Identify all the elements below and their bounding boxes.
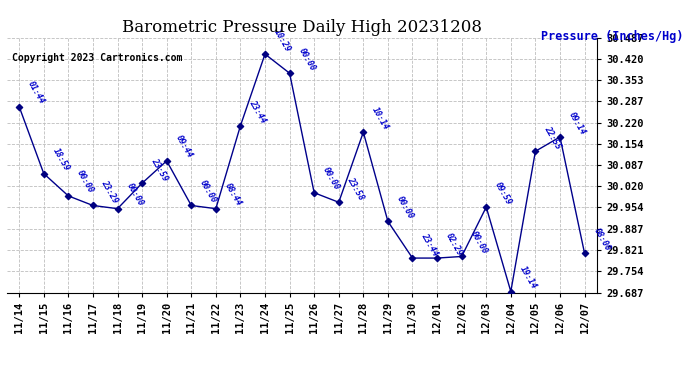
Point	[505, 288, 516, 294]
Text: 22:55: 22:55	[542, 124, 562, 150]
Text: 23:44: 23:44	[420, 231, 440, 257]
Text: 00:00: 00:00	[124, 182, 145, 208]
Point	[308, 190, 319, 196]
Text: 08:00: 08:00	[591, 226, 612, 252]
Point	[14, 104, 25, 110]
Point	[284, 70, 295, 76]
Title: Barometric Pressure Daily High 20231208: Barometric Pressure Daily High 20231208	[122, 19, 482, 36]
Text: 09:14: 09:14	[567, 110, 587, 136]
Text: 00:00: 00:00	[75, 169, 96, 195]
Text: Copyright 2023 Cartronics.com: Copyright 2023 Cartronics.com	[12, 53, 182, 63]
Point	[530, 148, 541, 154]
Point	[555, 134, 566, 140]
Point	[333, 199, 344, 205]
Point	[210, 206, 221, 212]
Text: 01:44: 01:44	[26, 80, 46, 106]
Point	[431, 255, 442, 261]
Text: 23:44: 23:44	[248, 99, 268, 125]
Text: 23:59: 23:59	[149, 156, 169, 182]
Point	[259, 51, 270, 57]
Text: 00:00: 00:00	[321, 166, 342, 192]
Text: 23:58: 23:58	[346, 176, 366, 201]
Point	[137, 180, 148, 186]
Text: 10:29: 10:29	[272, 27, 293, 53]
Point	[382, 218, 393, 224]
Text: 00:00: 00:00	[198, 178, 219, 205]
Point	[358, 129, 369, 135]
Text: 18:59: 18:59	[51, 147, 71, 173]
Text: 23:29: 23:29	[100, 178, 120, 205]
Point	[456, 254, 467, 260]
Text: 09:59: 09:59	[493, 180, 513, 206]
Text: Pressure (Inches/Hg): Pressure (Inches/Hg)	[540, 30, 683, 43]
Point	[112, 206, 123, 212]
Text: 09:44: 09:44	[174, 134, 194, 160]
Text: 19:14: 19:14	[518, 265, 538, 291]
Text: 00:00: 00:00	[395, 195, 415, 220]
Point	[88, 202, 99, 208]
Point	[579, 250, 590, 256]
Point	[38, 171, 49, 177]
Text: 02:29: 02:29	[444, 231, 464, 257]
Point	[186, 202, 197, 208]
Text: 10:14: 10:14	[371, 105, 391, 131]
Point	[161, 158, 172, 164]
Point	[407, 255, 418, 261]
Point	[481, 204, 492, 210]
Text: 08:44: 08:44	[223, 182, 243, 208]
Text: 00:00: 00:00	[469, 230, 489, 256]
Point	[63, 193, 74, 199]
Point	[235, 123, 246, 129]
Text: 00:00: 00:00	[297, 46, 317, 72]
